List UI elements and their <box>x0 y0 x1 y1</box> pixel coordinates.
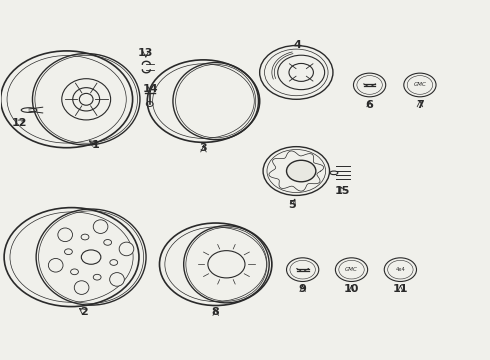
Text: 7: 7 <box>416 100 424 110</box>
Ellipse shape <box>119 242 134 256</box>
Circle shape <box>104 239 112 245</box>
Text: 12: 12 <box>11 118 27 128</box>
Circle shape <box>65 249 73 255</box>
Text: 5: 5 <box>289 200 296 210</box>
Text: GMC: GMC <box>345 267 358 272</box>
Circle shape <box>71 269 78 275</box>
Ellipse shape <box>58 228 73 242</box>
Text: 13: 13 <box>138 48 153 58</box>
Text: 9: 9 <box>299 284 307 294</box>
Circle shape <box>110 260 118 265</box>
Text: 4x4: 4x4 <box>395 267 405 272</box>
Ellipse shape <box>49 258 63 272</box>
Text: 14: 14 <box>143 84 158 94</box>
Circle shape <box>81 234 89 240</box>
Ellipse shape <box>74 281 89 294</box>
Ellipse shape <box>110 273 124 286</box>
Text: 1: 1 <box>92 140 100 150</box>
Text: 4: 4 <box>294 40 301 50</box>
Text: 3: 3 <box>199 143 207 153</box>
Text: 15: 15 <box>335 186 350 196</box>
Text: 6: 6 <box>366 100 373 110</box>
Text: 8: 8 <box>212 307 220 317</box>
Text: GMC: GMC <box>414 82 426 87</box>
Text: 2: 2 <box>80 307 88 316</box>
Text: 10: 10 <box>344 284 359 294</box>
Circle shape <box>93 274 101 280</box>
Text: 11: 11 <box>392 284 408 294</box>
Ellipse shape <box>93 220 108 233</box>
Circle shape <box>287 160 316 182</box>
